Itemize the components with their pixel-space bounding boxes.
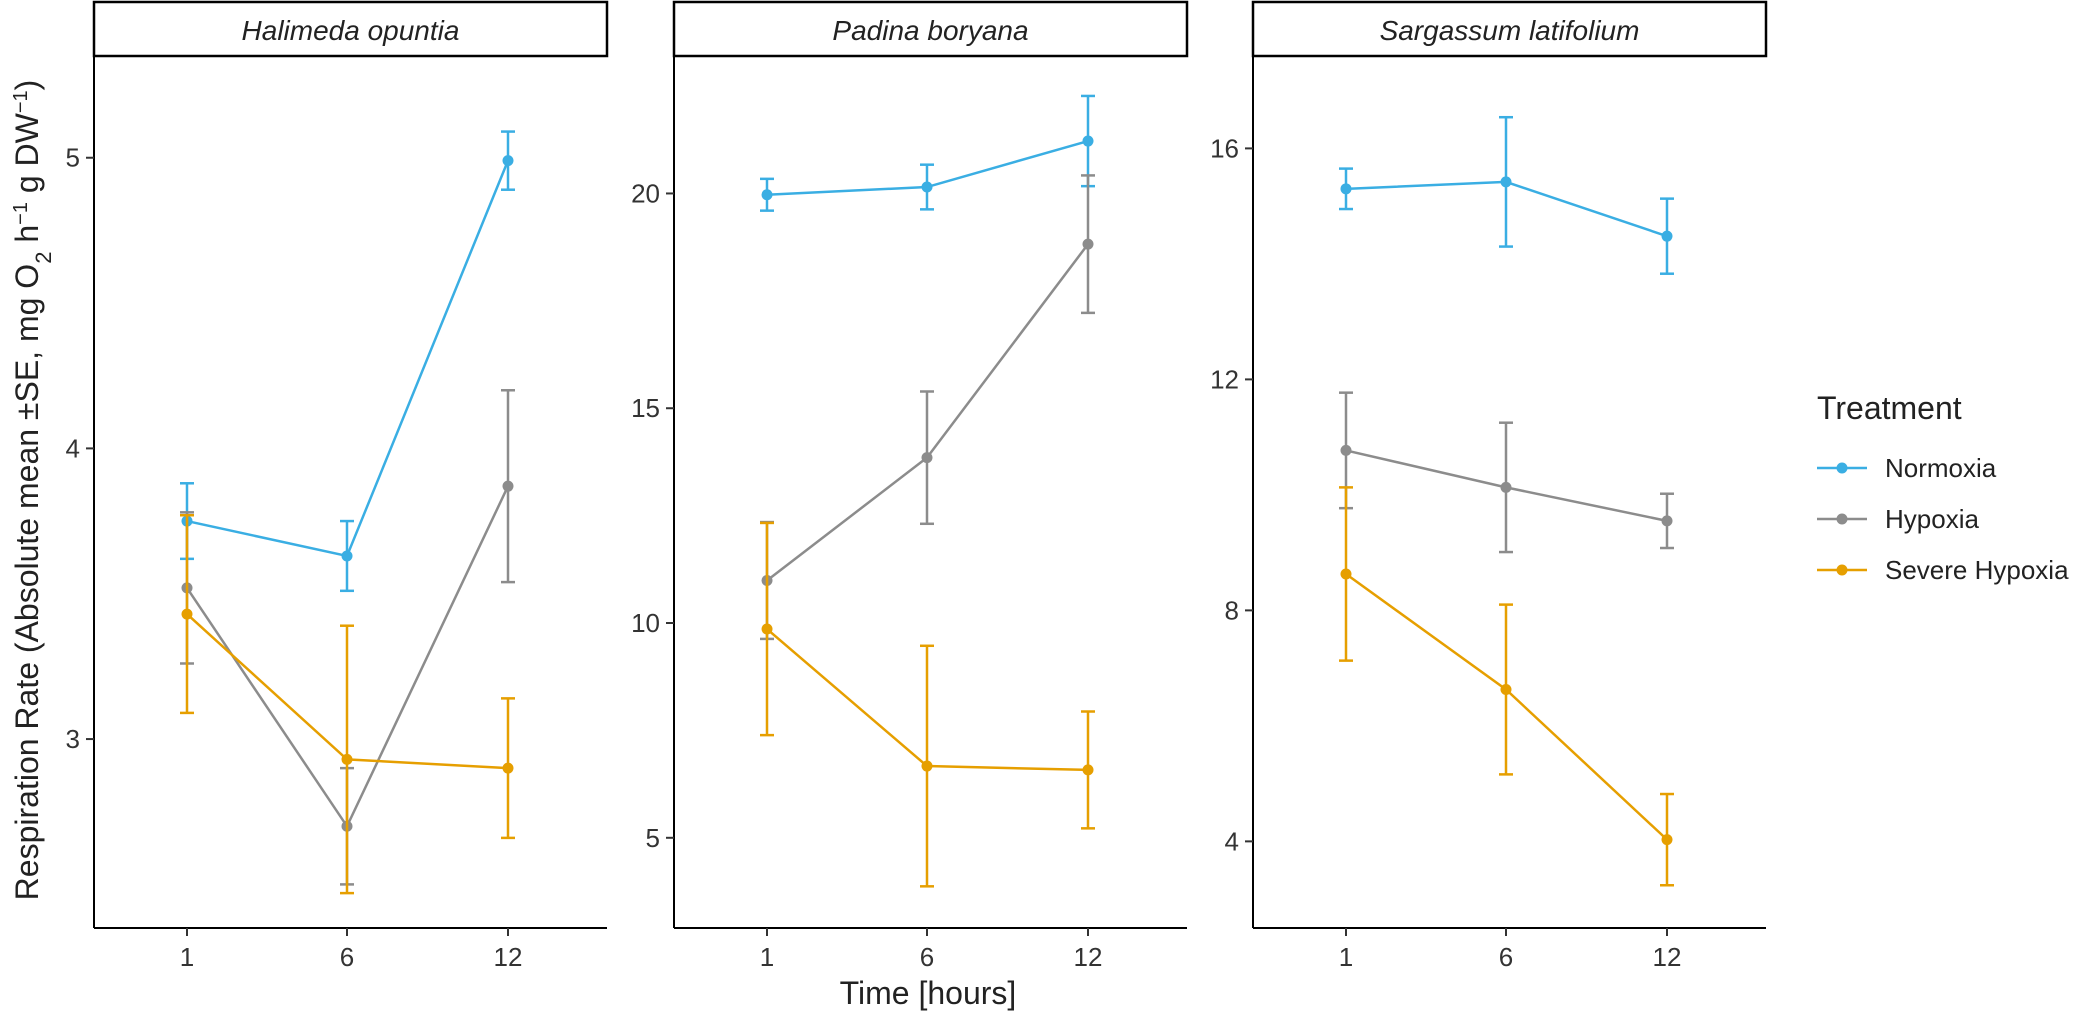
data-point bbox=[921, 452, 933, 464]
data-point bbox=[1082, 764, 1094, 776]
x-tick-label: 12 bbox=[494, 942, 523, 972]
series-severe-hypoxia bbox=[760, 521, 1095, 888]
y-tick-label: 5 bbox=[66, 143, 80, 173]
data-point bbox=[1500, 176, 1512, 188]
legend-entry-hypoxia: Hypoxia bbox=[1817, 504, 1979, 534]
y-tick-label: 16 bbox=[1210, 133, 1239, 163]
panel-1: Halimeda opuntia 3 4 5 1 6 12 bbox=[66, 0, 609, 972]
data-point bbox=[1340, 183, 1352, 195]
data-point bbox=[921, 760, 933, 772]
y-axis-title: Respiration Rate (Absolute mean ±SE, mg … bbox=[9, 80, 56, 901]
data-point bbox=[502, 762, 514, 774]
y-tick-label: 10 bbox=[631, 608, 660, 638]
legend-label: Normoxia bbox=[1885, 453, 1997, 483]
data-point bbox=[1661, 230, 1673, 242]
legend-key-point bbox=[1836, 462, 1848, 474]
data-point bbox=[1340, 568, 1352, 580]
facet-strip bbox=[672, 0, 1189, 58]
legend-entry-normoxia: Normoxia bbox=[1817, 453, 1997, 483]
y-axis-title-close: ) bbox=[9, 80, 45, 91]
series-normoxia bbox=[760, 94, 1095, 212]
data-point bbox=[341, 550, 353, 562]
x-tick-label: 6 bbox=[920, 942, 934, 972]
series-normoxia bbox=[1339, 115, 1674, 275]
data-point bbox=[761, 623, 773, 635]
data-point bbox=[181, 608, 193, 620]
y-tick-label: 8 bbox=[1225, 595, 1239, 625]
data-point bbox=[1661, 834, 1673, 846]
facet-strip bbox=[92, 0, 609, 58]
x-tick-label: 1 bbox=[1339, 942, 1353, 972]
y-tick-label: 5 bbox=[646, 823, 660, 853]
y-tick-label: 4 bbox=[1225, 826, 1239, 856]
x-tick-label: 1 bbox=[180, 942, 194, 972]
facet-strip-title: Halimeda opuntia bbox=[242, 15, 460, 46]
legend-key-point bbox=[1836, 513, 1848, 525]
data-point bbox=[1082, 135, 1094, 147]
facet-strip-title: Sargassum latifolium bbox=[1380, 15, 1640, 46]
y-axis-title-h: h bbox=[9, 225, 45, 252]
x-tick-label: 6 bbox=[1499, 942, 1513, 972]
legend-key-point bbox=[1836, 564, 1848, 576]
x-tick-label: 1 bbox=[760, 942, 774, 972]
y-axis-title-sup2: −1 bbox=[10, 90, 32, 113]
legend-label: Hypoxia bbox=[1885, 504, 1979, 534]
data-point bbox=[502, 155, 514, 167]
data-point bbox=[502, 480, 514, 492]
data-point bbox=[1340, 444, 1352, 456]
data-point bbox=[1500, 481, 1512, 493]
data-point bbox=[761, 189, 773, 201]
x-axis-title: Time [hours] bbox=[840, 975, 1017, 1011]
y-axis-title-sub: 2 bbox=[31, 252, 56, 264]
x-tick-label: 6 bbox=[340, 942, 354, 972]
legend: Treatment Normoxia Hypoxia Severe Hypoxia bbox=[1817, 390, 2069, 585]
data-point bbox=[921, 181, 933, 193]
data-point bbox=[1082, 238, 1094, 250]
y-tick-label: 20 bbox=[631, 178, 660, 208]
y-axis-title-main: Respiration Rate (Absolute mean ±SE, mg … bbox=[9, 264, 45, 901]
facet-strip-title: Padina boryana bbox=[832, 15, 1028, 46]
x-tick-label: 12 bbox=[1653, 942, 1682, 972]
legend-entry-severe-hypoxia: Severe Hypoxia bbox=[1817, 555, 2069, 585]
x-tick-label: 12 bbox=[1074, 942, 1103, 972]
legend-title: Treatment bbox=[1817, 390, 1962, 426]
y-tick-label: 12 bbox=[1210, 364, 1239, 394]
y-tick-label: 15 bbox=[631, 393, 660, 423]
legend-label: Severe Hypoxia bbox=[1885, 555, 2069, 585]
y-axis-title-sup1: −1 bbox=[10, 202, 32, 225]
data-point bbox=[1661, 515, 1673, 527]
data-point bbox=[1500, 683, 1512, 695]
series-severe-hypoxia bbox=[180, 514, 515, 895]
y-tick-label: 4 bbox=[66, 433, 80, 463]
data-point bbox=[341, 753, 353, 765]
series-severe-hypoxia bbox=[1339, 486, 1674, 887]
series-normoxia bbox=[180, 130, 515, 593]
y-tick-label: 3 bbox=[66, 724, 80, 754]
facet-strip bbox=[1251, 0, 1768, 58]
y-axis-title-g: g DW bbox=[9, 112, 45, 202]
